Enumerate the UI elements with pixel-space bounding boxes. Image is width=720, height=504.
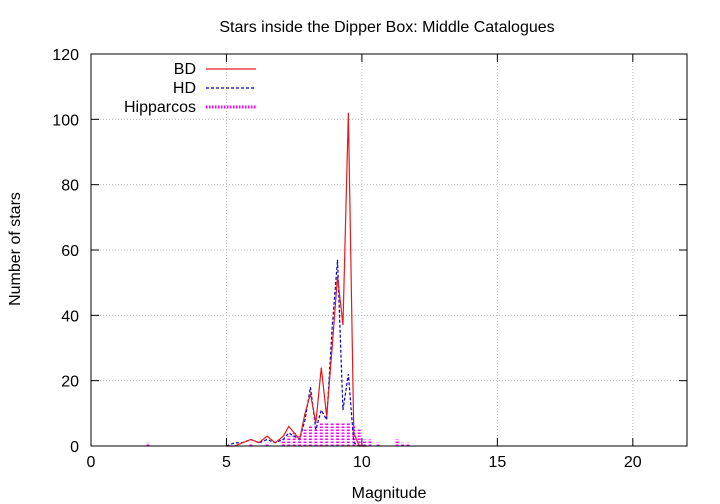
legend-label-bd: BD	[174, 61, 196, 78]
y-tick-label: 40	[61, 308, 79, 325]
legend: BD HD Hipparcos	[124, 61, 256, 116]
x-tick-label: 5	[222, 454, 231, 471]
y-axis-label: Number of stars	[7, 192, 24, 306]
legend-label-hipparcos: Hipparcos	[124, 99, 196, 116]
x-tick-label: 0	[87, 454, 96, 471]
legend-label-hd: HD	[173, 80, 196, 97]
x-axis-label: Magnitude	[352, 485, 427, 502]
x-tick-label: 15	[488, 454, 506, 471]
hd-line	[226, 259, 368, 447]
grid-lines	[91, 54, 687, 446]
y-tick-label: 120	[52, 47, 79, 64]
y-tick-label: 80	[61, 178, 79, 195]
x-tick-label: 20	[624, 454, 642, 471]
y-tick-label: 60	[61, 243, 79, 260]
y-tick-label: 100	[52, 112, 79, 129]
data-series	[146, 112, 410, 447]
axis-ticks: 0 5 10 15 20 0 20 40 60 80 100 120	[52, 47, 687, 471]
chart-title: Stars inside the Dipper Box: Middle Cata…	[219, 19, 554, 36]
x-tick-label: 10	[353, 454, 371, 471]
bd-line	[226, 112, 368, 447]
y-tick-label: 0	[70, 439, 79, 456]
y-tick-label: 20	[61, 374, 79, 391]
